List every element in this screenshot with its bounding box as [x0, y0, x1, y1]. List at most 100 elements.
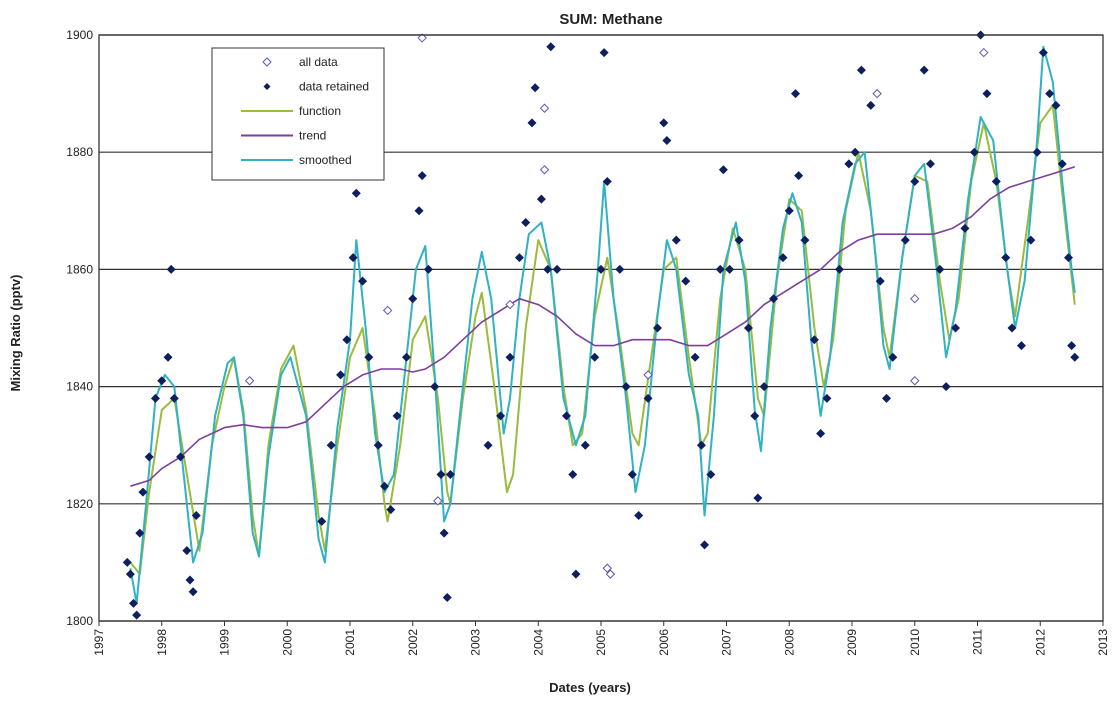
data-retained-point — [659, 118, 669, 128]
data-retained-point — [681, 276, 691, 286]
data-retained-point — [951, 323, 961, 333]
x-tick-label: 2001 — [343, 629, 357, 656]
data-retained-point — [163, 352, 173, 362]
x-axis-label: Dates (years) — [549, 680, 631, 695]
data-retained-point — [1057, 159, 1067, 169]
data-retained-point — [834, 264, 844, 274]
legend-trend-label: trend — [299, 129, 326, 143]
data-retained-point — [514, 253, 524, 263]
data-retained-point — [342, 335, 352, 345]
data-retained-point — [122, 557, 132, 567]
data-retained-point — [351, 188, 361, 198]
data-retained-point — [718, 165, 728, 175]
y-tick-label: 1880 — [66, 145, 93, 159]
all-data-point — [539, 165, 550, 175]
x-tick-label: 2013 — [1096, 629, 1110, 656]
data-retained-point — [794, 171, 804, 181]
data-retained-point — [561, 411, 571, 421]
data-retained-point — [866, 100, 876, 110]
plot-area-border — [98, 34, 1104, 622]
data-retained-point — [188, 587, 198, 597]
data-retained-point — [348, 253, 358, 263]
data-retained-point — [743, 323, 753, 333]
chart-title: SUM: Methane — [559, 11, 662, 28]
data-retained-point — [816, 428, 826, 438]
data-retained-point — [191, 511, 201, 521]
data-retained-point — [166, 264, 176, 274]
x-tick-label: 2000 — [280, 629, 294, 656]
smoothed-line — [129, 45, 1076, 605]
all-data-point — [382, 305, 393, 316]
y-tick-label: 1840 — [66, 380, 93, 394]
legend-smoothed-label: smoothed — [299, 153, 352, 167]
data-retained-point — [662, 135, 672, 145]
data-retained-point — [627, 470, 637, 479]
data-retained-point — [753, 493, 763, 503]
data-retained-point — [129, 598, 139, 608]
data-retained-point — [182, 546, 192, 556]
legend-box — [211, 47, 385, 181]
data-retained-point — [750, 411, 760, 421]
data-retained-point — [1051, 100, 1061, 110]
data-retained-point — [1026, 235, 1036, 245]
data-retained-point — [844, 159, 854, 169]
data-retained-point — [358, 276, 368, 286]
data-retained-point — [652, 323, 662, 333]
x-tick-label: 2010 — [908, 629, 922, 656]
data-retained-point — [621, 382, 631, 392]
data-retained-point — [392, 411, 402, 421]
all-data-point — [539, 103, 550, 113]
all-data-point — [605, 569, 616, 579]
data-retained-point — [138, 487, 148, 497]
data-retained-point — [527, 118, 537, 128]
y-tick-label: 1860 — [66, 262, 93, 276]
data-retained-point — [791, 89, 801, 99]
y-tick-label: 1800 — [66, 614, 93, 628]
data-retained-point — [169, 393, 179, 403]
data-retained-point — [176, 452, 186, 462]
data-retained-point — [615, 264, 625, 274]
all-data-point — [244, 376, 255, 386]
data-retained-point — [552, 264, 562, 274]
data-retained-point — [900, 235, 910, 245]
data-retained-point — [530, 83, 540, 93]
data-retained-point — [505, 352, 515, 362]
all-data-point — [643, 370, 653, 380]
data-retained-point — [696, 440, 706, 450]
all-data-point — [979, 47, 989, 58]
data-retained-point — [590, 352, 600, 362]
data-retained-point — [536, 194, 546, 204]
series-points — [122, 30, 1080, 620]
all-data-point — [505, 299, 515, 310]
data-retained-point — [568, 470, 578, 479]
x-tick-label: 2008 — [782, 629, 796, 656]
x-tick-label: 1997 — [92, 629, 106, 656]
data-retained-point — [436, 470, 446, 479]
data-retained-point — [386, 505, 396, 515]
data-retained-point — [800, 235, 810, 245]
data-retained-point — [715, 264, 725, 274]
y-axis-label: Mixing Ratio (pptv) — [8, 275, 23, 392]
data-retained-point — [135, 528, 145, 538]
data-retained-point — [430, 382, 440, 392]
data-retained-point — [643, 393, 653, 403]
data-retained-point — [580, 440, 590, 450]
data-retained-point — [888, 352, 898, 362]
data-retained-point — [671, 235, 681, 245]
data-retained-point — [759, 382, 769, 392]
x-tick-label: 1998 — [155, 629, 169, 656]
data-retained-point — [423, 264, 433, 274]
data-retained-point — [401, 352, 411, 362]
data-retained-point — [919, 65, 929, 75]
data-retained-point — [778, 253, 788, 263]
all-data-point — [417, 33, 427, 43]
x-tick-label: 2006 — [657, 629, 671, 656]
data-retained-point — [546, 42, 556, 52]
data-retained-point — [850, 147, 860, 157]
data-retained-point — [1067, 341, 1077, 351]
x-tick-label: 2003 — [469, 629, 483, 656]
legend-data-retained-label: data retained — [299, 80, 369, 94]
data-retained-point — [1063, 253, 1073, 263]
